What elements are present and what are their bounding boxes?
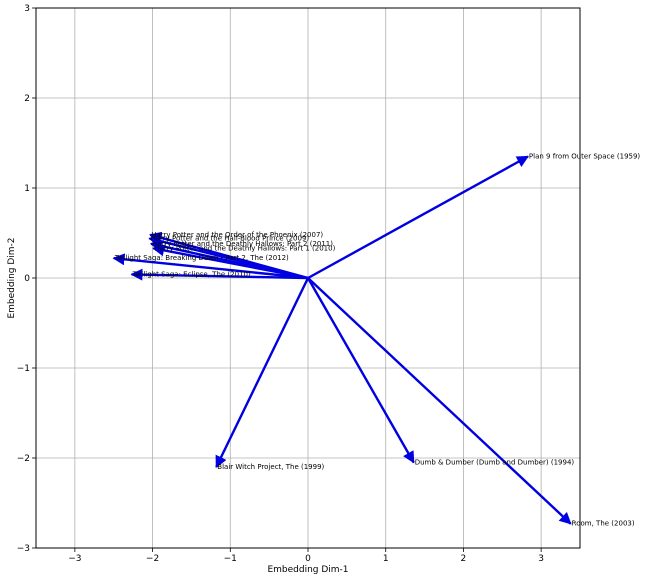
vector-arrow	[112, 253, 309, 280]
vector-arrow	[215, 277, 310, 469]
vector-label: Harry Potter and the Deathly Hallows: Pa…	[154, 244, 335, 252]
vector-label: Blair Witch Project, The (1999)	[217, 463, 324, 471]
x-tick-label: −2	[146, 554, 159, 564]
x-tick-label: 1	[383, 554, 389, 564]
y-tick-label: 1	[24, 184, 30, 194]
y-tick-label: −3	[17, 544, 30, 554]
vector-labels: Plan 9 from Outer Space (1959) Room, The …	[114, 153, 641, 528]
vector-arrow	[130, 268, 309, 281]
x-tick-label: 2	[461, 554, 467, 564]
vector-arrow	[307, 155, 529, 280]
vector-arrow	[307, 277, 572, 525]
vector-arrow	[306, 277, 415, 464]
x-tick-label: 3	[538, 554, 544, 564]
vector-label: Room, The (2003)	[572, 520, 635, 528]
vector-label: Plan 9 from Outer Space (1959)	[529, 153, 641, 161]
ticks: −3 −2 −1 0 1 2 3 −3 −2 −1 0 1 2 3	[17, 4, 544, 564]
y-tick-label: 2	[24, 94, 30, 104]
vector-label: Twilight Saga: Breaking Dawn - Part 2, T…	[114, 254, 289, 262]
vector-label: Harry Potter and the Order of the Phoeni…	[151, 231, 323, 239]
y-tick-label: 0	[24, 274, 30, 284]
y-axis-label: Embedding Dim-2	[7, 237, 17, 318]
vector-label: Harry Potter and the Half-Blood Prince (…	[150, 234, 309, 242]
vectors	[112, 155, 572, 525]
y-tick-label: −2	[17, 454, 30, 464]
x-tick-label: 0	[305, 554, 311, 564]
vector-label: Harry Potter and the Deathly Hallows: Pa…	[152, 240, 333, 248]
vector-label: Dumb & Dumber (Dumb and Dumber) (1994)	[415, 459, 575, 467]
vector-arrow	[152, 244, 309, 280]
y-tick-label: −1	[17, 364, 30, 374]
x-tick-label: −1	[224, 554, 237, 564]
x-axis-label: Embedding Dim-1	[267, 565, 348, 575]
x-tick-label: −3	[68, 554, 81, 564]
y-tick-label: 3	[24, 4, 30, 14]
vector-label: Twilight Saga: Eclipse, The (2010)	[132, 270, 251, 278]
